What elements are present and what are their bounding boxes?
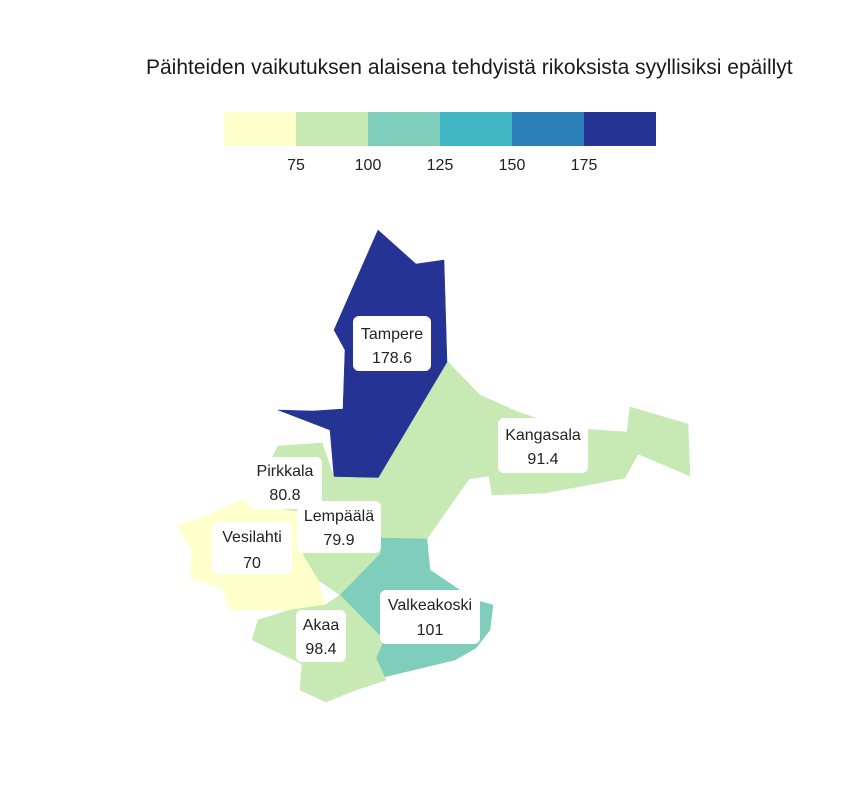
map-title: Päihteiden vaikutuksen alaisena tehdyist… <box>146 56 793 79</box>
legend-tick-100: 100 <box>355 157 382 174</box>
region-value-vesilahti: 70 <box>243 555 261 572</box>
label-lempaala: Lempäälä 79.9 <box>297 501 381 553</box>
region-name-akaa: Akaa <box>303 617 340 634</box>
region-name-vesilahti: Vesilahti <box>222 529 282 546</box>
region-value-akaa: 98.4 <box>305 641 336 658</box>
region-value-lempaala: 79.9 <box>323 532 354 549</box>
region-value-kangasala: 91.4 <box>527 451 558 468</box>
color-legend: 75 100 125 150 175 <box>224 112 656 174</box>
legend-swatch-1 <box>296 112 368 146</box>
label-valkeakoski: Valkeakoski 101 <box>380 590 480 644</box>
legend-tick-175: 175 <box>571 157 598 174</box>
legend-tick-75: 75 <box>287 157 305 174</box>
region-value-pirkkala: 80.8 <box>269 487 300 504</box>
region-name-valkeakoski: Valkeakoski <box>388 597 472 614</box>
legend-swatch-3 <box>440 112 512 146</box>
region-name-tampere: Tampere <box>361 326 423 343</box>
region-name-pirkkala: Pirkkala <box>257 463 314 480</box>
legend-swatch-0 <box>224 112 296 146</box>
region-value-valkeakoski: 101 <box>417 622 444 639</box>
label-akaa: Akaa 98.4 <box>296 610 346 662</box>
label-vesilahti: Vesilahti 70 <box>212 522 292 574</box>
label-pirkkala: Pirkkala 80.8 <box>248 457 322 509</box>
legend-swatch-2 <box>368 112 440 146</box>
label-tampere: Tampere 178.6 <box>353 316 431 371</box>
region-labels: Tampere 178.6 Kangasala 91.4 Pirkkala 80… <box>212 316 588 662</box>
legend-tick-125: 125 <box>427 157 454 174</box>
region-name-lempaala: Lempäälä <box>304 508 374 525</box>
label-kangasala: Kangasala 91.4 <box>498 418 588 473</box>
legend-swatch-4 <box>512 112 584 146</box>
region-name-kangasala: Kangasala <box>505 427 581 444</box>
legend-swatch-5 <box>584 112 656 146</box>
region-value-tampere: 178.6 <box>372 350 412 367</box>
legend-tick-150: 150 <box>499 157 526 174</box>
